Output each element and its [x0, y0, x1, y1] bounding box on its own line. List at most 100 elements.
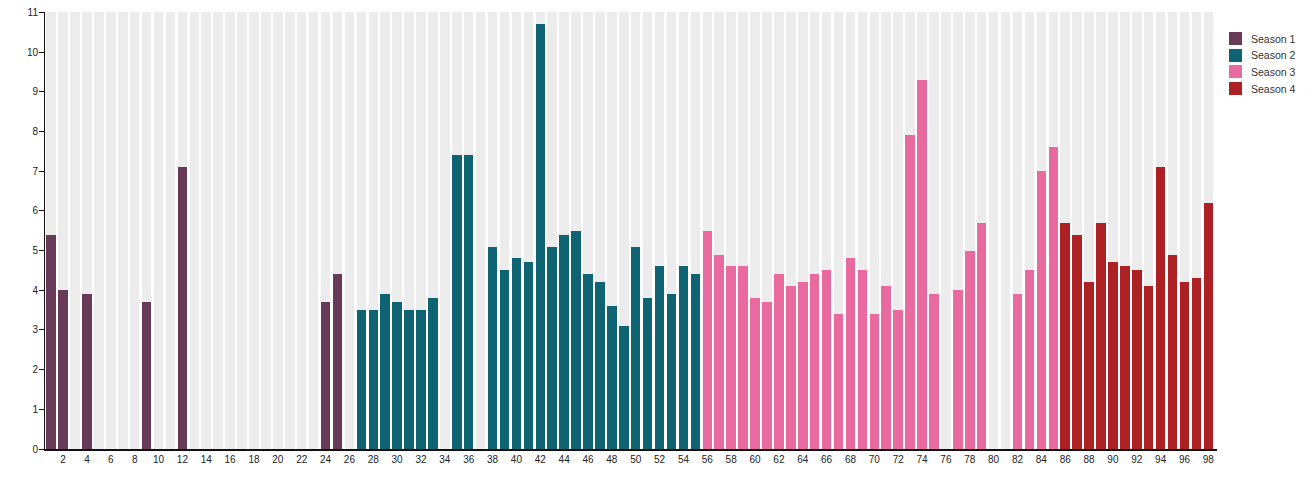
bar-season-3: [953, 290, 963, 449]
x-tick-label: 30: [392, 454, 403, 465]
background-stripe: [106, 12, 116, 449]
x-tick-label: 24: [320, 454, 331, 465]
bar-season-2: [464, 155, 474, 449]
bar-season-2: [667, 294, 677, 449]
background-stripe: [297, 12, 307, 449]
background-stripe: [941, 12, 951, 449]
bar-season-1: [178, 167, 188, 449]
bar-season-1: [142, 302, 152, 449]
bar-season-2: [655, 266, 665, 449]
bar-season-3: [965, 251, 975, 449]
y-tick: [39, 409, 44, 410]
background-stripe: [213, 12, 223, 449]
x-tick-label: 92: [1131, 454, 1142, 465]
bar-season-3: [703, 231, 713, 449]
x-tick-label: 80: [988, 454, 999, 465]
bar-season-3: [858, 270, 868, 449]
bar-season-2: [631, 247, 641, 449]
x-tick-label: 34: [439, 454, 450, 465]
bar-season-1: [46, 235, 56, 449]
legend-swatch: [1229, 82, 1242, 95]
x-tick-label: 96: [1179, 454, 1190, 465]
bar-season-4: [1072, 235, 1082, 449]
x-tick-label: 68: [845, 454, 856, 465]
bar-season-3: [1013, 294, 1023, 449]
bar-season-3: [1037, 171, 1047, 449]
y-tick: [39, 131, 44, 132]
bar-season-4: [1180, 282, 1190, 449]
y-tick: [39, 329, 44, 330]
x-tick-label: 86: [1060, 454, 1071, 465]
bar-season-3: [893, 310, 903, 449]
bar-season-3: [750, 298, 760, 449]
bar-season-3: [1049, 147, 1059, 449]
bar-season-4: [1144, 286, 1154, 449]
x-tick-label: 26: [344, 454, 355, 465]
bar-season-3: [822, 270, 832, 449]
legend-swatch: [1229, 32, 1242, 45]
bar-season-4: [1156, 167, 1166, 449]
bar-season-2: [369, 310, 379, 449]
bar-season-2: [428, 298, 438, 449]
bar-season-3: [798, 282, 808, 449]
bar-season-2: [404, 310, 414, 449]
background-stripe: [70, 12, 80, 449]
bar-season-3: [762, 302, 772, 449]
bar-season-4: [1108, 262, 1118, 449]
background-stripe: [94, 12, 104, 449]
bar-season-4: [1096, 223, 1106, 449]
x-tick-label: 12: [177, 454, 188, 465]
bar-chart: 0123456789101124681012141618202224262830…: [0, 0, 1314, 500]
x-tick-label: 40: [511, 454, 522, 465]
bar-season-4: [1084, 282, 1094, 449]
legend-label: Season 2: [1251, 49, 1295, 61]
x-tick-label: 82: [1012, 454, 1023, 465]
bar-season-2: [583, 274, 593, 449]
x-tick-label: 90: [1107, 454, 1118, 465]
x-tick-label: 6: [108, 454, 114, 465]
y-tick: [39, 171, 44, 172]
x-tick-label: 98: [1203, 454, 1214, 465]
x-tick-label: 8: [132, 454, 138, 465]
bar-season-2: [392, 302, 402, 449]
x-tick-label: 20: [272, 454, 283, 465]
x-tick-label: 46: [582, 454, 593, 465]
x-tick-label: 28: [368, 454, 379, 465]
x-tick-label: 50: [630, 454, 641, 465]
y-tick-label: 6: [12, 205, 38, 216]
bar-season-1: [82, 294, 92, 449]
x-tick-label: 4: [84, 454, 90, 465]
legend-swatch: [1229, 49, 1242, 62]
x-tick-label: 38: [487, 454, 498, 465]
bar-season-4: [1168, 255, 1178, 449]
y-tick: [39, 449, 44, 450]
x-tick-label: 84: [1036, 454, 1047, 465]
bar-season-3: [881, 286, 891, 449]
bar-season-2: [559, 235, 569, 449]
y-tick-label: 2: [12, 364, 38, 375]
y-tick-label: 4: [12, 285, 38, 296]
x-tick-label: 64: [797, 454, 808, 465]
x-tick-label: 42: [535, 454, 546, 465]
y-tick-label: 11: [12, 7, 38, 18]
background-stripe: [190, 12, 200, 449]
legend-item-season-1: Season 1: [1229, 32, 1295, 45]
bar-season-1: [58, 290, 68, 449]
bar-season-4: [1192, 278, 1202, 449]
x-tick-label: 48: [606, 454, 617, 465]
y-tick-label: 5: [12, 245, 38, 256]
bar-season-2: [357, 310, 367, 449]
background-stripe: [309, 12, 319, 449]
legend-label: Season 4: [1251, 83, 1295, 95]
x-tick-label: 74: [916, 454, 927, 465]
bar-season-1: [321, 302, 331, 449]
bar-season-3: [870, 314, 880, 449]
x-tick-label: 36: [463, 454, 474, 465]
x-tick-label: 60: [749, 454, 760, 465]
y-tick: [39, 369, 44, 370]
x-tick-label: 32: [415, 454, 426, 465]
x-tick-label: 58: [726, 454, 737, 465]
background-stripe: [249, 12, 259, 449]
background-stripe: [118, 12, 128, 449]
x-tick-label: 18: [248, 454, 259, 465]
